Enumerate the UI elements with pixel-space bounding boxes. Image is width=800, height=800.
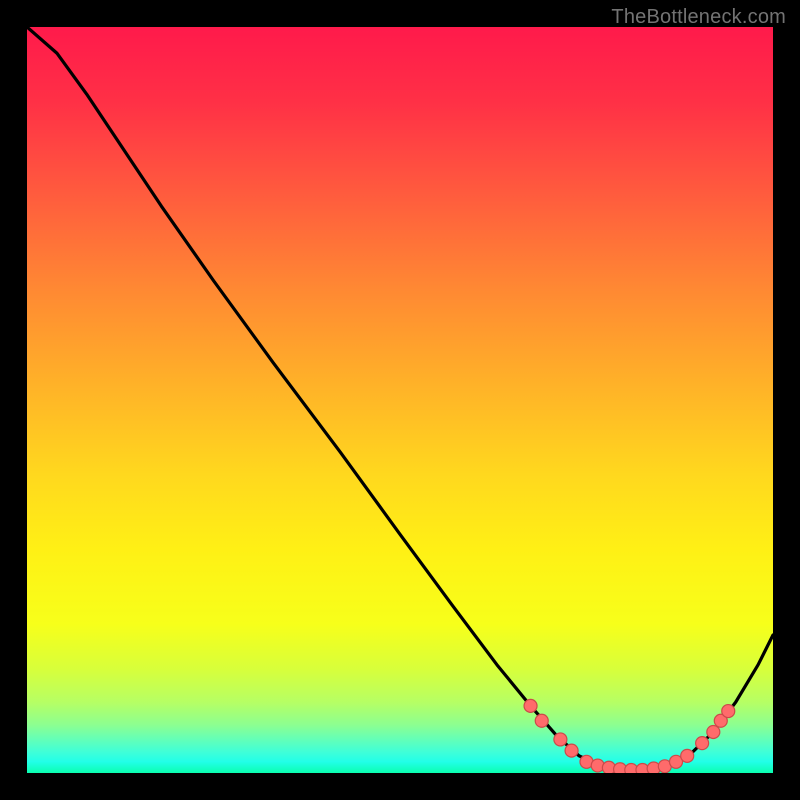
- curve-layer: [27, 27, 773, 773]
- data-marker: [554, 733, 567, 746]
- data-marker: [722, 705, 735, 718]
- data-marker: [696, 737, 709, 750]
- data-marker: [565, 744, 578, 757]
- plot-area: [27, 27, 773, 773]
- chart-frame: TheBottleneck.com: [0, 0, 800, 800]
- data-marker: [535, 714, 548, 727]
- watermark-text: TheBottleneck.com: [611, 6, 786, 29]
- data-marker: [707, 725, 720, 738]
- data-marker: [524, 699, 537, 712]
- bottleneck-curve: [27, 27, 773, 770]
- data-marker: [681, 749, 694, 762]
